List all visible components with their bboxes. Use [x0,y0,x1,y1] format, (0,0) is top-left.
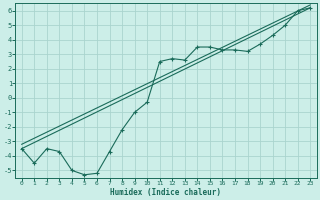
X-axis label: Humidex (Indice chaleur): Humidex (Indice chaleur) [110,188,221,197]
